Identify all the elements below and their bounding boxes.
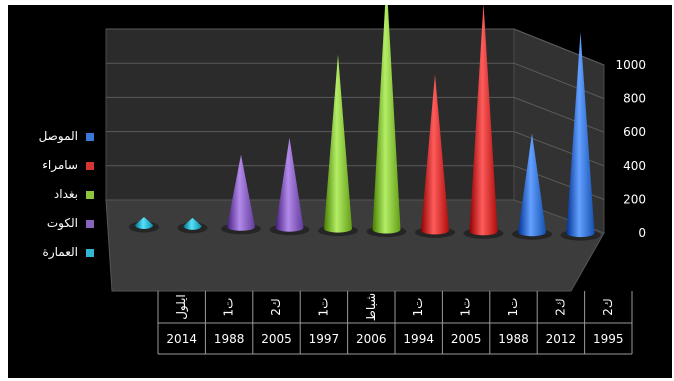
x-year-label: 1988 <box>498 332 529 346</box>
cones <box>135 5 595 238</box>
x-month-label: ايلول <box>174 294 189 320</box>
x-axis-table: ايلول 2014 ت1 1988 ك2 2005 ت1 1997 شباط 2006 ت1 199… <box>157 291 633 355</box>
x-year-label: 1997 <box>309 332 340 346</box>
x-year-label: 2012 <box>546 332 577 346</box>
y-tick-label: 400 <box>623 159 646 173</box>
x-month-label: ت1 <box>222 298 236 317</box>
x-year-label: 1988 <box>214 332 245 346</box>
cone <box>227 154 256 231</box>
legend-swatch <box>86 249 94 257</box>
back-wall <box>105 28 515 201</box>
legend-swatch <box>86 191 94 199</box>
legend-label: سامراء <box>42 158 78 172</box>
x-month-label: ك2 <box>269 298 283 316</box>
y-tick-label: 600 <box>623 125 646 139</box>
gridlines <box>106 28 605 200</box>
legend-swatch <box>86 220 94 228</box>
legend-label: العمارة <box>42 245 78 259</box>
cone <box>135 217 153 229</box>
x-year-label: 1995 <box>593 332 624 346</box>
y-tick-label: 1000 <box>615 58 646 72</box>
legend-item: بغداد <box>12 185 112 207</box>
legend-item: الكوت <box>12 214 112 236</box>
x-year-label: 1994 <box>403 332 434 346</box>
y-tick-label: 0 <box>638 226 646 240</box>
legend: الموصل سامراء بغداد الكوت العمارة <box>12 127 112 272</box>
gridline <box>513 96 605 133</box>
chart-frame: 0 200 400 600 800 1000 ايلول 2014 ت1 1988 ك2 2005 ت… <box>8 5 672 378</box>
x-month-label: ك2 <box>553 298 567 316</box>
cone <box>566 32 595 238</box>
legend-label: الموصل <box>38 129 78 143</box>
legend-item: الموصل <box>12 127 112 149</box>
x-month-label: ك2 <box>601 298 615 316</box>
legend-item: العمارة <box>12 243 112 265</box>
x-year-label: 2014 <box>166 332 197 346</box>
x-month-label: ت1 <box>459 298 473 317</box>
gridline <box>513 62 605 100</box>
x-month-label: ت1 <box>411 298 425 317</box>
y-tick-label: 200 <box>623 192 646 206</box>
x-year-label: 2005 <box>261 332 292 346</box>
legend-item: سامراء <box>12 156 112 178</box>
y-axis: 0 200 400 600 800 1000 <box>615 58 646 240</box>
legend-swatch <box>86 133 94 141</box>
cone <box>469 5 498 236</box>
y-tick-label: 800 <box>623 92 646 106</box>
x-year-label: 2005 <box>451 332 482 346</box>
cone <box>518 133 546 237</box>
x-month-label: ت1 <box>506 298 520 317</box>
cone <box>421 74 449 235</box>
x-month-label: شباط <box>364 293 378 321</box>
gridline <box>513 28 605 66</box>
cone <box>324 54 352 233</box>
x-year-label: 2006 <box>356 332 387 346</box>
legend-label: الكوت <box>46 216 78 230</box>
cone <box>372 5 401 234</box>
x-month-label: ت1 <box>316 298 330 317</box>
cone <box>183 217 202 230</box>
cone-chart: 0 200 400 600 800 1000 ايلول 2014 ت1 1988 ك2 2005 ت… <box>105 5 646 355</box>
cone <box>275 137 304 232</box>
legend-label: بغداد <box>53 187 78 201</box>
legend-swatch <box>86 162 94 170</box>
